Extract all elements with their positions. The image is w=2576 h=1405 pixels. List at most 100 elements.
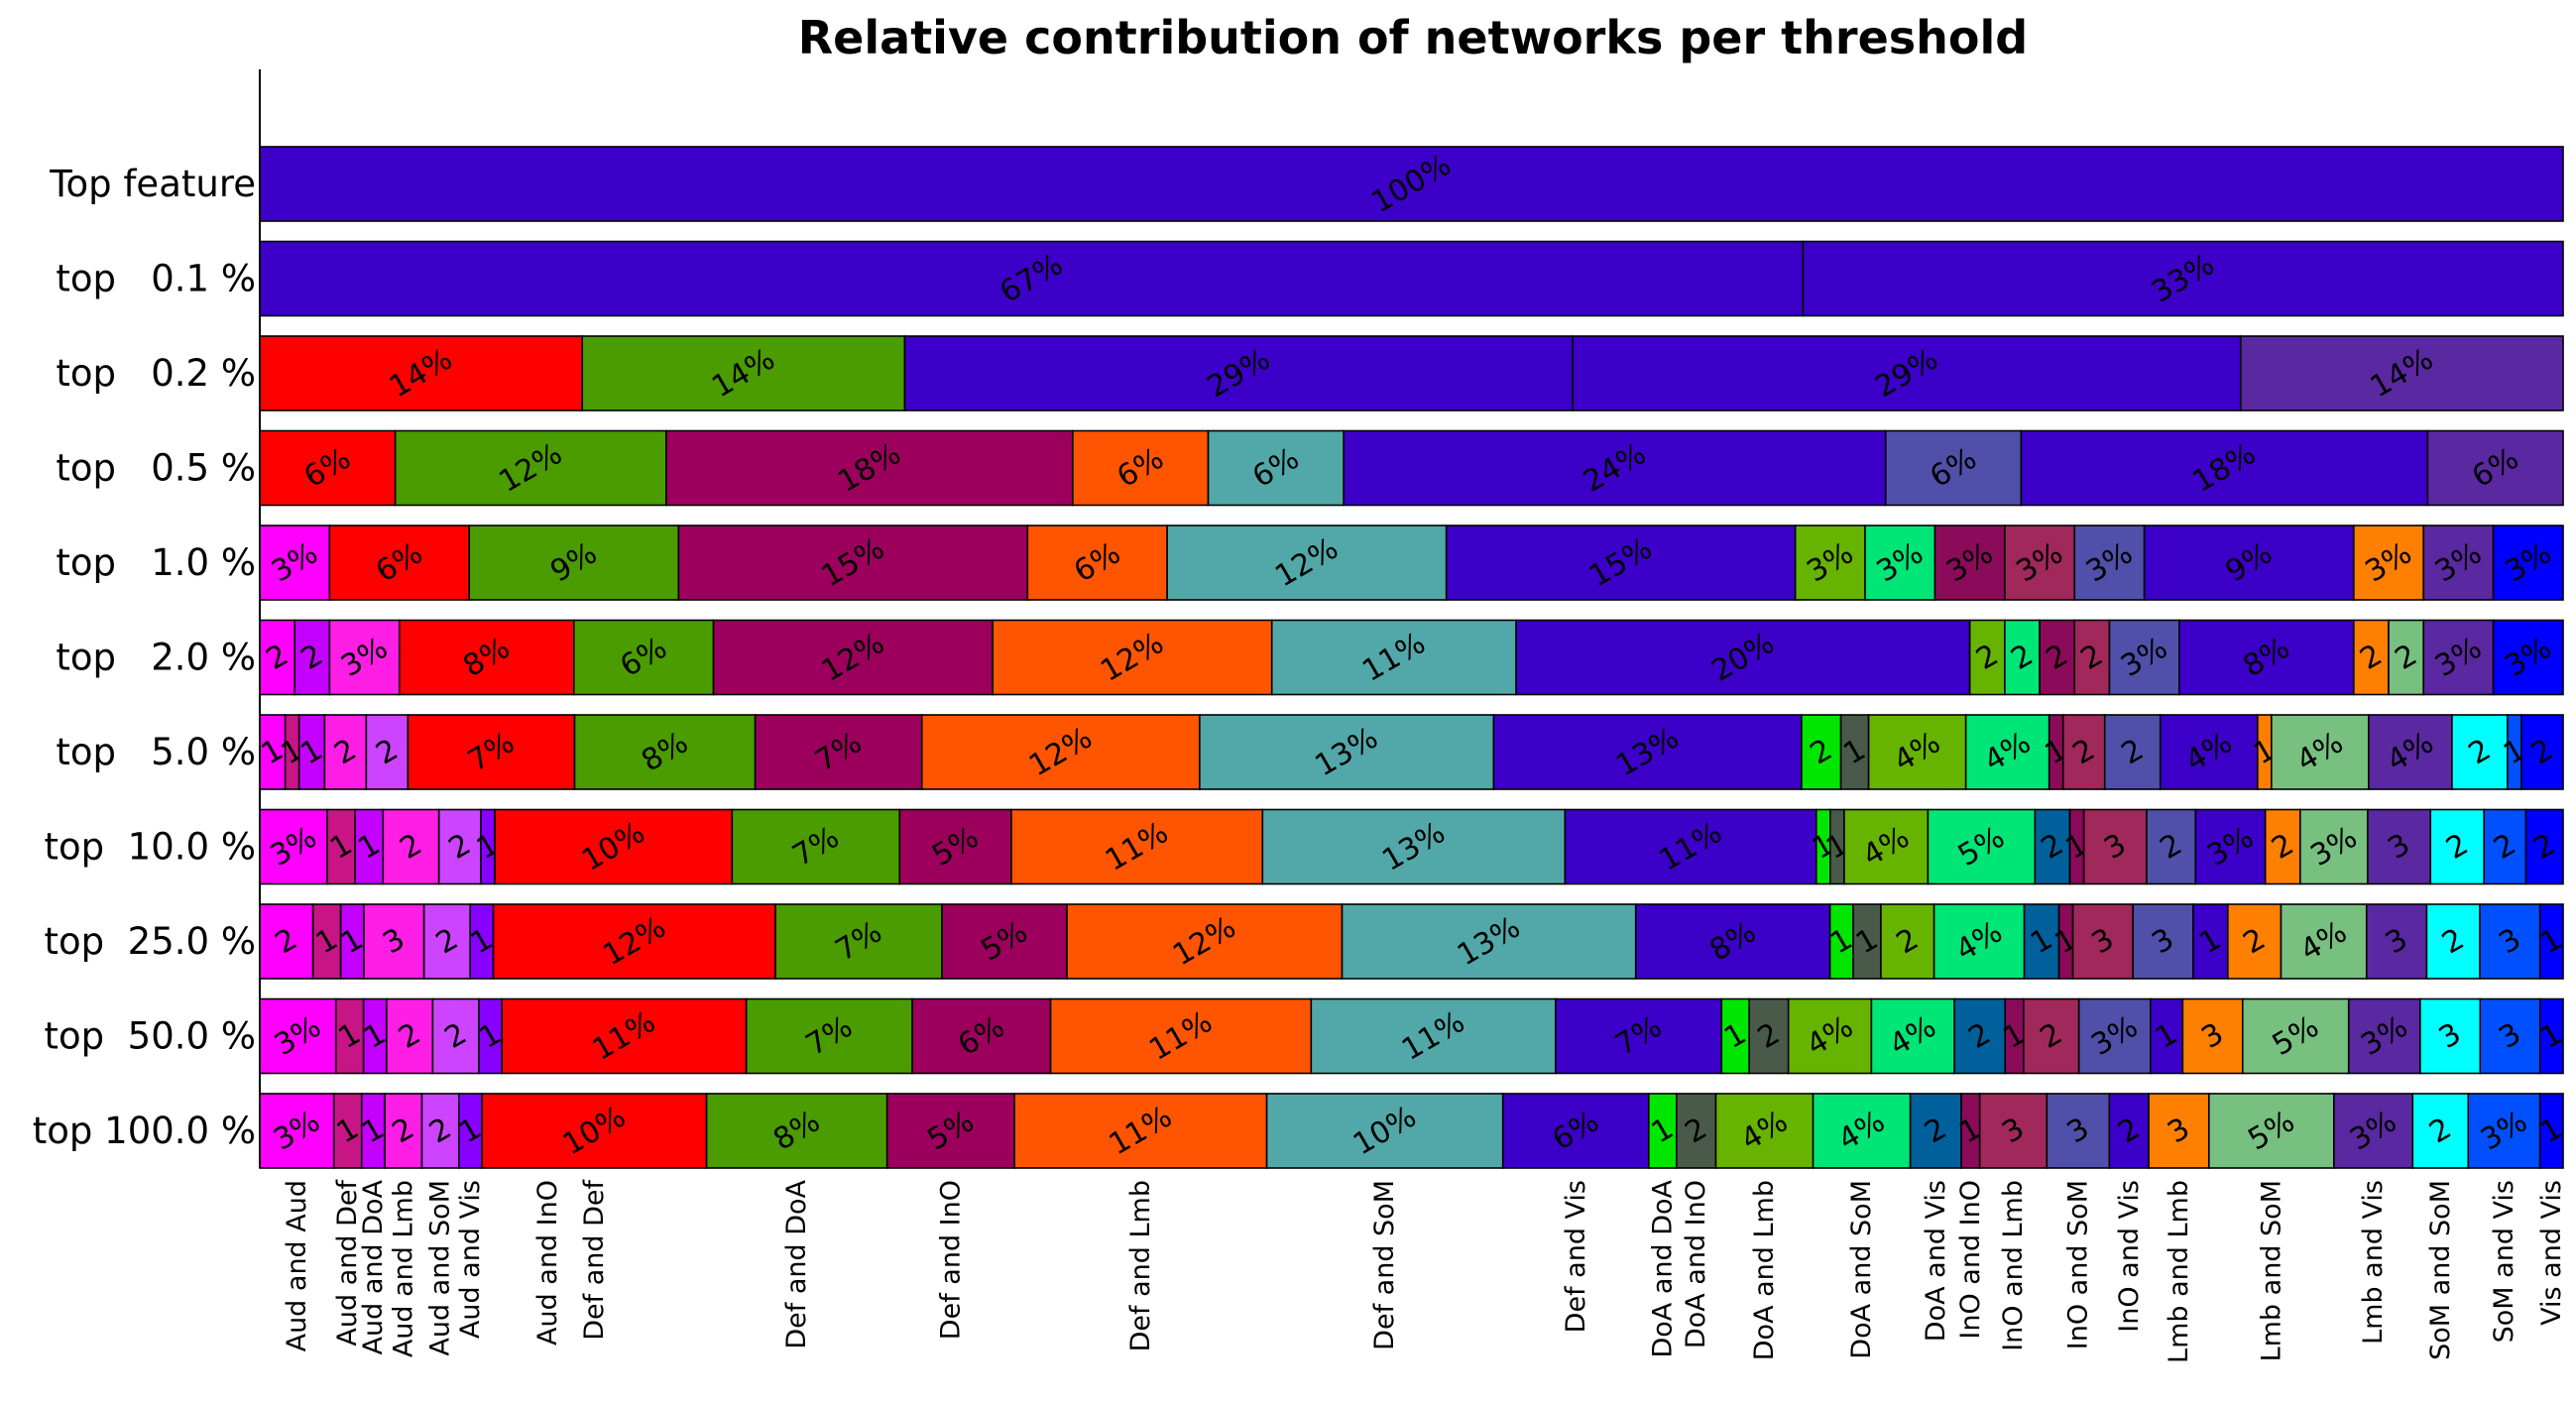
row-labels: Top feature top 0.1 % top 0.2 % top 0.5 % to…	[33, 163, 256, 1152]
category-label-lmb-and-lmb: Lmb and Lmb	[2164, 1180, 2194, 1363]
bar-segment-8-aud-and-aud	[259, 903, 314, 980]
bar-segment-7-def-and-ino	[898, 808, 1012, 885]
bar-segment-9-som-and-som	[2419, 997, 2482, 1075]
bar-segment-7-vis-and-vis	[2524, 808, 2564, 885]
bar-segment-7-ino-and-som	[2146, 808, 2197, 885]
category-label-doa-and-vis: DoA and Vis	[1921, 1180, 1951, 1342]
bar-segment-5-def-and-ino	[712, 619, 994, 696]
bar-segment-7-aud-and-som	[437, 808, 482, 885]
bar-segment-8-def-and-def	[492, 903, 776, 980]
bar-segment-6-ino-and-vis	[2159, 714, 2259, 790]
bar-segment-7-def-and-vis	[1564, 808, 1817, 885]
bar-segment-3-def-and-vis	[1343, 429, 1887, 507]
bar-segment-6-doa-and-ino	[1839, 714, 1870, 790]
bar-segment-7-som-and-som	[2429, 808, 2486, 885]
bar-segment-10-aud-and-som	[420, 1093, 460, 1169]
bar-segment-2-def-and-doa	[581, 335, 906, 411]
bar-segment-6-lmb-and-som	[2271, 714, 2370, 790]
bar-segment-9-doa-and-ino	[1748, 997, 1790, 1075]
bar-segment-7-doa-and-vis	[2034, 808, 2071, 885]
bar-segment-9-som-and-vis	[2479, 997, 2541, 1075]
bar-segment-8-doa-and-lmb	[1880, 903, 1935, 980]
bar-segment-7-som-and-vis	[2483, 808, 2527, 885]
row-label-6: top 5.0 %	[56, 731, 256, 773]
bar-segment-7-doa-and-som	[1927, 808, 2037, 885]
bar-segment-10-def-and-def	[481, 1093, 708, 1169]
bar-segment-5-lmb-and-som	[2388, 619, 2425, 696]
category-label-doa-and-som: DoA and SoM	[1846, 1180, 1877, 1359]
category-label-aud-and-vis: Aud and Vis	[455, 1180, 486, 1339]
bar-segment-5-aud-and-doa	[293, 619, 331, 696]
category-label-def-and-doa: Def and DoA	[781, 1179, 812, 1348]
category-label-aud-and-def: Aud and Def	[332, 1179, 363, 1346]
bar-segment-8-def-and-lmb	[1066, 903, 1344, 980]
bar-segment-6-def-and-som	[1199, 714, 1495, 790]
row-label-1: top 0.1 %	[56, 258, 256, 300]
bar-segment-8-lmb-and-lmb	[2227, 903, 2283, 980]
bar-segment-9-def-and-doa	[745, 997, 913, 1075]
bar-segment-7-def-and-lmb	[1010, 808, 1264, 885]
bar-segment-9-ino-and-vis	[2149, 997, 2184, 1075]
bar-segment-8-aud-and-lmb	[363, 903, 425, 980]
category-label-lmb-and-som: Lmb and SoM	[2256, 1180, 2286, 1361]
bar-segment-8-ino-and-vis	[2192, 903, 2229, 980]
bar-segment-10-som-and-som	[2411, 1093, 2470, 1169]
bar-segment-7-aud-and-lmb	[382, 808, 440, 885]
bar-segment-8-vis-and-vis	[2538, 903, 2564, 980]
category-label-som-and-som: SoM and SoM	[2425, 1180, 2456, 1360]
bar-segment-9-aud-and-def	[334, 997, 365, 1075]
bar-segment-5-ino-and-vis	[2178, 619, 2355, 696]
bar-segment-10-def-and-ino	[885, 1093, 1015, 1169]
bar-segment-10-aud-and-aud	[259, 1093, 335, 1169]
bar-segment-7-lmb-and-som	[2299, 808, 2369, 885]
bar-segment-8-doa-and-vis	[2023, 903, 2060, 980]
bar-segment-6-def-and-doa	[573, 714, 757, 790]
bar-segment-5-aud-and-aud	[259, 619, 296, 696]
bar-segment-8-def-and-ino	[941, 903, 1068, 980]
bar-segment-2-def-and-def	[259, 335, 584, 411]
bar-segment-5-vis-and-vis	[2492, 619, 2564, 696]
bar-segment-6-aud-and-lmb	[323, 714, 368, 790]
category-label-som-and-vis: SoM and Vis	[2489, 1180, 2519, 1343]
bar-segment-6-aud-and-aud	[259, 714, 287, 790]
bar-segment-4-doa-and-lmb	[1794, 525, 1866, 601]
category-label-ino-and-lmb: InO and Lmb	[1998, 1180, 2029, 1351]
bar-segment-4-def-and-som	[1166, 525, 1448, 601]
bar-segment-3-ino-and-som	[1884, 429, 2023, 507]
category-label-aud-and-aud: Aud and Aud	[282, 1180, 312, 1351]
bar-segment-9-doa-and-vis	[1953, 997, 2007, 1075]
bar-segment-5-def-and-doa	[572, 619, 715, 696]
bar-segment-8-ino-and-lmb	[2071, 903, 2134, 980]
bar-segment-7-def-and-def	[494, 808, 734, 885]
bar-segment-6-doa-and-lmb	[1867, 714, 1967, 790]
bar-segment-9-lmb-and-vis	[2347, 997, 2421, 1075]
bar-segment-8-def-and-som	[1341, 903, 1637, 980]
bar-segment-10-doa-and-vis	[1909, 1093, 1962, 1169]
bar-segment-4-aud-and-aud	[259, 525, 331, 601]
bar-segment-8-ino-and-som	[2132, 903, 2194, 980]
bar-segment-7-def-and-doa	[731, 808, 901, 885]
bar-segment-8-doa-and-ino	[1852, 903, 1882, 980]
bar-segment-9-ino-and-lmb	[2023, 997, 2080, 1075]
category-label-doa-and-lmb: DoA and Lmb	[1749, 1180, 1780, 1360]
bar-segment-6-doa-and-doa	[1801, 714, 1842, 790]
category-label-ino-and-vis: InO and Vis	[2114, 1180, 2145, 1333]
bar-segment-4-lmb-and-vis	[2422, 525, 2495, 601]
category-label-ino-and-ino: InO and InO	[1955, 1180, 1986, 1340]
bar-segment-1-def-and-vis	[259, 240, 1805, 317]
bar-segment-8-def-and-doa	[774, 903, 943, 980]
row-label-7: top 10.0 %	[45, 826, 256, 869]
bar-segment-5-def-and-def	[398, 619, 575, 696]
bar-segment-9-doa-and-lmb	[1787, 997, 1873, 1075]
bar-segment-4-def-and-def	[328, 525, 470, 601]
bars-group: 100%67% 33%14% 14% 29% 29% 14%6% 12% 18% 6% 6% 24%…	[256, 146, 2568, 1169]
bar-segment-3-lmb-and-vis	[2426, 429, 2564, 507]
bar-segment-10-doa-and-lmb	[1714, 1093, 1815, 1169]
bar-segment-5-ino-and-som	[2108, 619, 2180, 696]
bar-segment-7-aud-and-aud	[259, 808, 328, 885]
bar-segment-9-doa-and-som	[1870, 997, 1955, 1075]
category-label-def-and-vis: Def and Vis	[1561, 1180, 1591, 1333]
row-label-8: top 25.0 %	[45, 920, 256, 963]
